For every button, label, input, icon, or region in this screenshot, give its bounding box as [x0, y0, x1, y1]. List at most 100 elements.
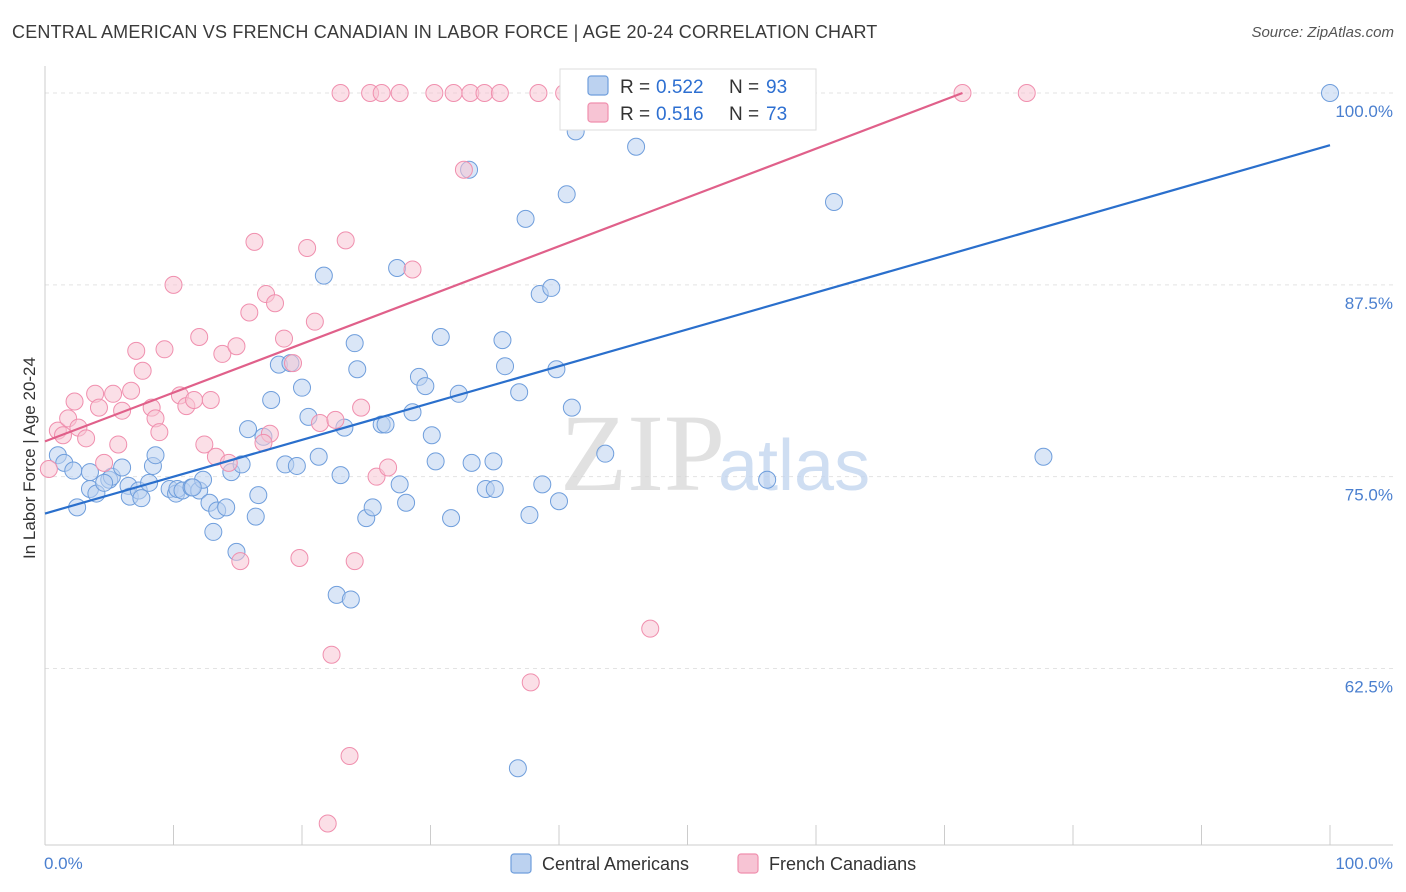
bottom-legend-label-central-americans: Central Americans — [542, 854, 689, 874]
series-legend: Central Americans French Canadians — [510, 853, 916, 874]
y-axis-title: In Labor Force | Age 20-24 — [20, 357, 39, 559]
y-tick-labels: 62.5% 75.0% 87.5% 100.0% — [1335, 102, 1393, 696]
data-point — [275, 329, 294, 348]
data-point — [484, 452, 503, 471]
data-point — [348, 360, 367, 379]
data-point — [287, 456, 306, 475]
data-point — [426, 452, 445, 471]
data-point — [508, 759, 527, 778]
data-point — [322, 645, 341, 664]
data-point — [758, 470, 777, 489]
data-point — [496, 357, 515, 376]
data-point — [309, 447, 328, 466]
data-point — [113, 458, 132, 477]
data-point — [185, 390, 204, 409]
data-point — [462, 453, 481, 472]
data-point — [340, 746, 359, 765]
data-point — [239, 420, 258, 439]
data-point — [150, 423, 169, 442]
data-point — [390, 84, 409, 103]
trend-line-french-canadians — [44, 91, 963, 443]
data-point — [95, 473, 114, 492]
x-tick-label-min: 0.0% — [44, 854, 83, 873]
chart-title: CENTRAL AMERICAN VS FRENCH CANADIAN IN L… — [12, 22, 878, 42]
data-point — [388, 258, 407, 277]
data-point — [345, 334, 364, 353]
data-point — [266, 294, 285, 313]
data-point — [510, 383, 529, 402]
data-point — [164, 275, 183, 294]
data-point — [68, 498, 87, 517]
series-french-canadians — [39, 84, 1036, 833]
data-point — [183, 478, 202, 497]
legend-r-value-french-canadians: 0.516 — [656, 104, 704, 125]
data-point — [372, 84, 391, 103]
data-point — [240, 303, 259, 322]
data-point — [127, 341, 146, 360]
data-point — [109, 435, 128, 454]
source-credit: Source: ZipAtlas.com — [1251, 24, 1394, 41]
legend-n-label: N = — [729, 104, 759, 125]
data-point — [596, 444, 615, 463]
bottom-legend-swatch-french-canadians — [737, 853, 759, 874]
data-point — [213, 344, 232, 363]
data-point — [475, 84, 494, 103]
data-point — [422, 426, 441, 445]
data-point — [331, 466, 350, 485]
data-point — [390, 475, 409, 494]
data-point — [89, 398, 108, 417]
data-point — [490, 84, 509, 103]
data-point — [442, 509, 461, 528]
data-point — [217, 498, 236, 517]
data-point — [416, 377, 435, 396]
data-point — [520, 506, 539, 525]
data-point — [146, 446, 165, 465]
legend-r-label: R = — [620, 104, 650, 125]
data-point — [641, 619, 660, 638]
data-point — [318, 814, 337, 833]
trend-lines — [44, 91, 1331, 515]
data-point — [246, 507, 265, 526]
data-point — [195, 435, 214, 454]
data-point — [132, 489, 151, 508]
grid-lines — [45, 92, 1393, 670]
data-point — [204, 522, 223, 541]
data-point — [521, 673, 540, 692]
data-point — [231, 552, 250, 571]
data-point — [341, 590, 360, 609]
y-tick-label: 62.5% — [1345, 678, 1393, 697]
data-point — [542, 278, 561, 297]
data-point — [550, 492, 568, 511]
data-point — [201, 390, 220, 409]
data-point — [314, 266, 333, 285]
data-point — [557, 185, 576, 204]
legend-n-label: N = — [729, 77, 759, 98]
data-point — [331, 84, 350, 103]
data-point — [298, 239, 317, 258]
data-point — [293, 378, 311, 397]
data-point — [245, 232, 264, 251]
data-point — [1034, 447, 1053, 466]
data-point — [39, 460, 58, 479]
data-point — [562, 398, 581, 417]
data-point — [824, 192, 843, 211]
data-point — [133, 361, 152, 380]
data-point — [155, 340, 174, 359]
data-point — [104, 384, 123, 403]
legend-n-value-central-americans: 93 — [766, 77, 787, 98]
data-point — [77, 429, 96, 448]
data-point — [326, 410, 345, 429]
data-point — [95, 453, 114, 472]
data-point — [352, 398, 371, 417]
data-point — [262, 390, 281, 409]
data-point — [363, 498, 382, 517]
data-point — [454, 160, 473, 179]
data-point — [284, 354, 303, 373]
x-tick-label-max: 100.0% — [1335, 854, 1393, 873]
data-point — [485, 479, 504, 498]
y-tick-label: 75.0% — [1345, 486, 1393, 505]
data-point — [533, 475, 552, 494]
watermark-zip: ZIP — [560, 392, 725, 514]
y-tick-label: 100.0% — [1335, 102, 1393, 121]
